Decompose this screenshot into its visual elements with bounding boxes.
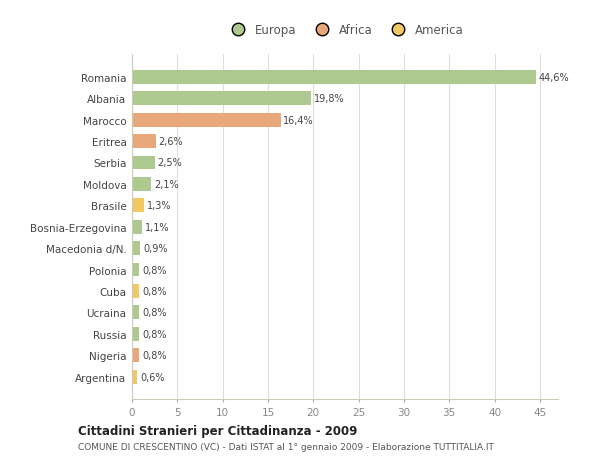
Text: 2,6%: 2,6% <box>158 137 183 147</box>
Text: 2,1%: 2,1% <box>154 179 178 190</box>
Bar <box>132 348 139 362</box>
Text: 0,6%: 0,6% <box>140 372 164 382</box>
Text: 0,8%: 0,8% <box>142 329 166 339</box>
Bar <box>132 327 139 341</box>
Bar <box>132 113 281 127</box>
Bar <box>132 178 151 191</box>
Bar <box>132 156 155 170</box>
Text: 0,8%: 0,8% <box>142 350 166 360</box>
Text: 0,8%: 0,8% <box>142 286 166 296</box>
Bar <box>132 284 139 298</box>
Text: 1,1%: 1,1% <box>145 222 169 232</box>
Text: COMUNE DI CRESCENTINO (VC) - Dati ISTAT al 1° gennaio 2009 - Elaborazione TUTTIT: COMUNE DI CRESCENTINO (VC) - Dati ISTAT … <box>78 442 494 451</box>
Text: 2,5%: 2,5% <box>157 158 182 168</box>
Text: 0,8%: 0,8% <box>142 265 166 275</box>
Bar <box>132 241 140 256</box>
Text: 19,8%: 19,8% <box>314 94 345 104</box>
Bar <box>132 220 142 234</box>
Text: 1,3%: 1,3% <box>146 201 171 211</box>
Text: 44,6%: 44,6% <box>539 73 569 83</box>
Bar <box>132 135 155 149</box>
Bar <box>132 263 139 277</box>
Bar <box>132 199 144 213</box>
Bar <box>132 71 536 84</box>
Bar <box>132 92 311 106</box>
Text: 0,9%: 0,9% <box>143 244 167 253</box>
Bar <box>132 370 137 384</box>
Legend: Europa, Africa, America: Europa, Africa, America <box>221 20 469 42</box>
Bar <box>132 306 139 319</box>
Text: 0,8%: 0,8% <box>142 308 166 318</box>
Text: 16,4%: 16,4% <box>283 115 314 125</box>
Text: Cittadini Stranieri per Cittadinanza - 2009: Cittadini Stranieri per Cittadinanza - 2… <box>78 424 358 437</box>
